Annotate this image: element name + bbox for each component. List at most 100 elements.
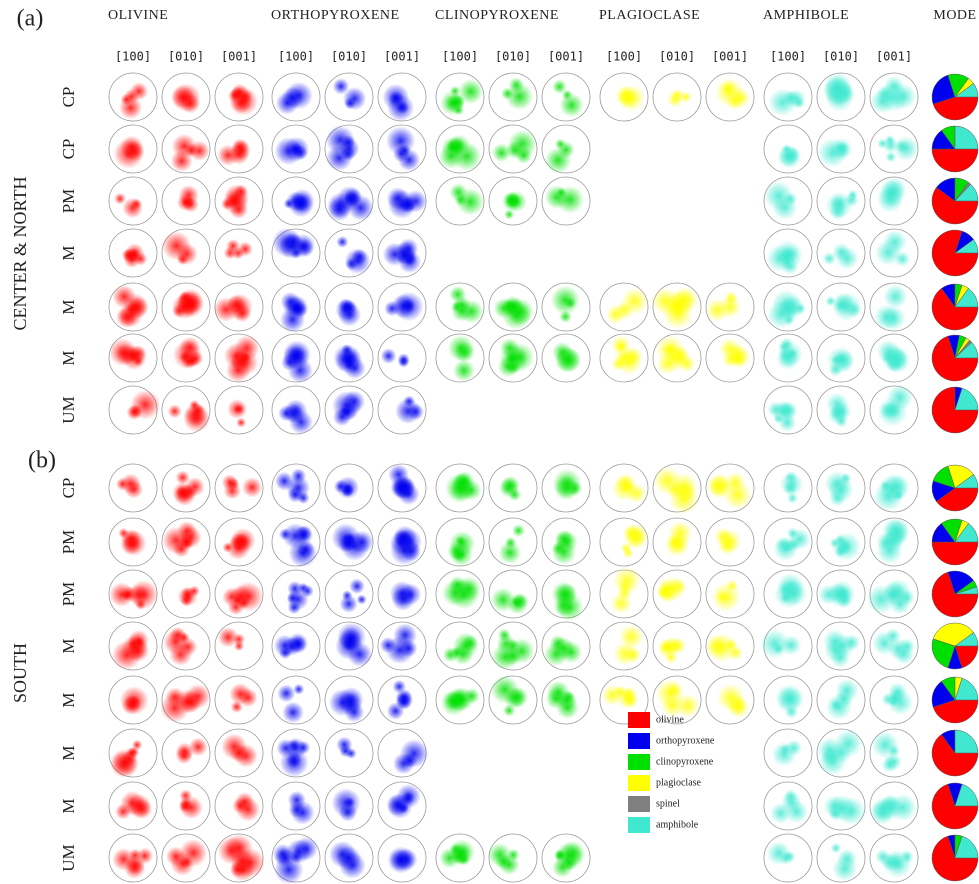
- pole-figure: [214, 833, 265, 883]
- pole-figure: [599, 463, 649, 513]
- density-blob: [781, 144, 792, 155]
- pole-figure: [271, 124, 321, 174]
- pole-figure: [271, 728, 321, 778]
- density-blob: [293, 683, 305, 695]
- pole-figure: [377, 675, 427, 725]
- density-blob: [217, 626, 239, 648]
- density-blob: [895, 139, 909, 153]
- pole-figure: [869, 124, 919, 174]
- pole-figure: [869, 282, 919, 332]
- pole-figure: [816, 463, 866, 513]
- density-blob: [350, 530, 374, 554]
- density-blob: [226, 293, 253, 321]
- density-blob: [286, 475, 311, 500]
- pole-figure: [271, 569, 321, 619]
- density-blob: [223, 481, 241, 500]
- pole-figure: [816, 569, 866, 619]
- pole-figure: [108, 282, 158, 332]
- pole-figure: [763, 833, 813, 883]
- pole-figure: [214, 228, 264, 278]
- density-blob: [504, 209, 515, 220]
- density-blob: [342, 300, 357, 315]
- density-blob: [777, 572, 805, 600]
- density-blob: [835, 246, 859, 270]
- row-label: CP: [59, 87, 78, 108]
- pole-figure: [435, 833, 485, 883]
- density-blob: [707, 633, 737, 663]
- density-blob: [282, 701, 304, 724]
- density-blob: [129, 82, 149, 101]
- pole-figure: [161, 176, 211, 226]
- density-blob: [767, 300, 796, 329]
- pie-slice: [931, 74, 956, 105]
- density-blob: [233, 184, 248, 199]
- density-blob: [503, 687, 526, 710]
- pole-figure: [705, 72, 755, 122]
- density-blob: [124, 480, 144, 499]
- density-blob: [275, 91, 299, 115]
- pole-figure: [214, 675, 264, 725]
- pole-figure: [108, 569, 159, 619]
- pole-figure: [816, 176, 866, 226]
- density-blob: [828, 806, 843, 821]
- pole-figure: [763, 72, 813, 122]
- density-blob: [876, 537, 903, 565]
- row-label: M: [59, 299, 78, 314]
- density-blob: [133, 252, 148, 266]
- pole-figure: [866, 569, 919, 619]
- panel-label: (b): [28, 448, 56, 474]
- axis-label: [001]: [876, 50, 912, 64]
- axis-label: [100]: [278, 50, 314, 64]
- pole-figure: [108, 517, 158, 567]
- pole-figure: [161, 463, 211, 513]
- pole-figure: [869, 833, 919, 883]
- density-blob: [823, 72, 852, 101]
- density-blob: [284, 399, 308, 423]
- pie-slice: [954, 523, 979, 543]
- row-label: M: [59, 245, 78, 260]
- density-blob: [456, 188, 485, 216]
- density-blob: [613, 566, 641, 595]
- density-blob: [179, 336, 201, 358]
- density-blob: [114, 192, 126, 205]
- density-blob: [888, 793, 917, 822]
- pole-figure: [488, 124, 538, 174]
- density-blob: [136, 847, 154, 865]
- pole-figure: [763, 517, 813, 567]
- row-label: M: [59, 692, 78, 707]
- density-blob: [666, 682, 682, 698]
- column-header: ORTHOPYROXENE: [271, 8, 400, 23]
- pole-figure: [816, 833, 866, 883]
- pole-figure: [108, 463, 158, 513]
- pole-figure: [541, 569, 591, 621]
- pole-figure: [324, 675, 374, 725]
- density-blob: [225, 193, 241, 209]
- density-blob: [774, 683, 805, 714]
- pie-slice: [954, 783, 979, 807]
- pole-figure: [271, 675, 321, 725]
- density-blob: [885, 346, 907, 369]
- density-blob: [501, 87, 514, 100]
- pole-figure: [705, 282, 755, 332]
- density-blob: [451, 646, 463, 659]
- density-blob: [121, 634, 148, 661]
- density-blob: [726, 344, 748, 366]
- density-blob: [122, 197, 144, 219]
- density-blob: [726, 579, 739, 592]
- pole-figure: [324, 621, 374, 671]
- pole-figure: [488, 517, 538, 567]
- legend-swatch: [628, 733, 650, 749]
- density-blob: [552, 856, 573, 878]
- density-blob: [398, 238, 419, 259]
- row-label: UM: [59, 844, 78, 871]
- density-blob: [726, 694, 747, 715]
- density-blob: [398, 356, 410, 368]
- density-blob: [380, 348, 397, 364]
- density-blob: [386, 126, 416, 156]
- density-blob: [844, 192, 859, 208]
- density-blob: [165, 687, 185, 707]
- density-blob: [449, 543, 473, 567]
- density-blob: [880, 305, 906, 331]
- density-blob: [663, 344, 690, 371]
- density-blob: [283, 294, 309, 321]
